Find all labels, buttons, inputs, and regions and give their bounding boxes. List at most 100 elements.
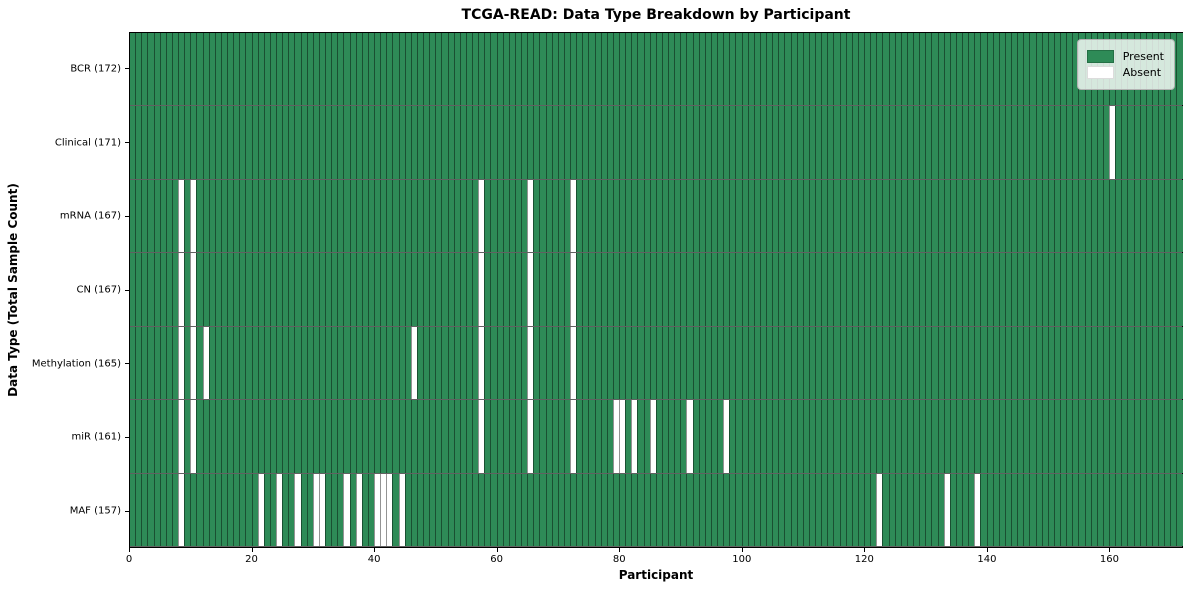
present-cell xyxy=(594,400,601,473)
present-cell xyxy=(1023,400,1030,473)
present-cell xyxy=(361,253,368,326)
present-cell xyxy=(233,33,240,106)
present-cell xyxy=(619,473,626,546)
present-cell xyxy=(943,400,950,473)
present-cell xyxy=(508,400,515,473)
present-cell xyxy=(955,400,962,473)
present-cell xyxy=(1047,326,1054,400)
present-cell xyxy=(710,400,717,473)
present-cell xyxy=(1164,400,1171,473)
present-cell xyxy=(459,326,466,400)
present-cell xyxy=(1164,179,1171,253)
present-cell xyxy=(159,473,166,546)
present-cell xyxy=(545,179,552,253)
present-cell xyxy=(563,179,570,253)
present-cell xyxy=(949,106,956,179)
legend-item-present: Present xyxy=(1086,50,1164,63)
present-cell xyxy=(925,400,932,473)
present-cell xyxy=(931,179,938,253)
present-cell xyxy=(331,106,338,179)
present-cell xyxy=(992,400,999,473)
present-cell xyxy=(502,253,509,326)
present-cell xyxy=(508,179,515,253)
x-tick-mark xyxy=(1109,548,1111,552)
present-cell xyxy=(637,179,644,253)
present-cell xyxy=(1176,33,1183,106)
present-cell xyxy=(343,400,350,473)
present-cell xyxy=(380,326,387,400)
present-cell xyxy=(637,326,644,400)
present-cell xyxy=(619,253,626,326)
present-cell xyxy=(833,106,840,179)
present-cell xyxy=(545,253,552,326)
present-cell xyxy=(625,473,632,546)
present-cell xyxy=(447,179,454,253)
present-cell xyxy=(735,473,742,546)
present-cell xyxy=(643,400,650,473)
present-cell xyxy=(269,33,276,106)
present-cell xyxy=(435,326,442,400)
present-cell xyxy=(1127,326,1134,400)
present-cell xyxy=(717,473,724,546)
present-cell xyxy=(723,106,730,179)
present-cell xyxy=(404,253,411,326)
present-cell xyxy=(827,106,834,179)
present-cell xyxy=(594,106,601,179)
absent-cell xyxy=(649,400,656,473)
present-cell xyxy=(514,33,521,106)
present-cell xyxy=(190,473,197,546)
present-cell xyxy=(490,400,497,473)
present-cell xyxy=(539,473,546,546)
present-cell xyxy=(931,33,938,106)
present-cell xyxy=(1176,400,1183,473)
present-cell xyxy=(1017,106,1024,179)
present-cell xyxy=(435,253,442,326)
present-cell xyxy=(802,473,809,546)
present-cell xyxy=(312,179,319,253)
present-cell xyxy=(1023,253,1030,326)
present-cell xyxy=(1011,473,1018,546)
x-tick-mark xyxy=(741,548,743,552)
present-cell xyxy=(686,326,693,400)
x-tick-label-60: 60 xyxy=(490,554,504,565)
present-cell xyxy=(570,473,577,546)
present-cell xyxy=(282,473,289,546)
present-cell xyxy=(288,253,295,326)
heatmap-row-Methylation xyxy=(130,326,1183,401)
present-cell xyxy=(306,106,313,179)
present-cell xyxy=(796,33,803,106)
x-tick-label-40: 40 xyxy=(367,554,381,565)
absent-cell xyxy=(202,326,209,400)
present-cell xyxy=(643,473,650,546)
present-cell xyxy=(361,400,368,473)
present-cell xyxy=(147,179,154,253)
present-cell xyxy=(227,253,234,326)
present-cell xyxy=(196,253,203,326)
present-cell xyxy=(1170,179,1177,253)
present-cell xyxy=(655,179,662,253)
present-cell xyxy=(1115,473,1122,546)
present-cell xyxy=(876,326,883,400)
present-cell xyxy=(1060,33,1067,106)
present-cell xyxy=(582,473,589,546)
present-cell xyxy=(343,326,350,400)
present-cell xyxy=(729,400,736,473)
present-cell xyxy=(423,253,430,326)
present-cell xyxy=(331,400,338,473)
present-cell xyxy=(521,253,528,326)
present-cell xyxy=(686,179,693,253)
present-cell xyxy=(864,400,871,473)
present-cell xyxy=(1047,253,1054,326)
present-cell xyxy=(184,400,191,473)
present-cell xyxy=(943,253,950,326)
present-cell xyxy=(949,473,956,546)
present-cell xyxy=(208,179,215,253)
present-cell xyxy=(784,473,791,546)
present-cell xyxy=(949,179,956,253)
present-cell xyxy=(1096,326,1103,400)
present-cell xyxy=(551,253,558,326)
present-cell xyxy=(576,179,583,253)
present-cell xyxy=(986,33,993,106)
present-cell xyxy=(1158,179,1165,253)
present-cell xyxy=(992,179,999,253)
